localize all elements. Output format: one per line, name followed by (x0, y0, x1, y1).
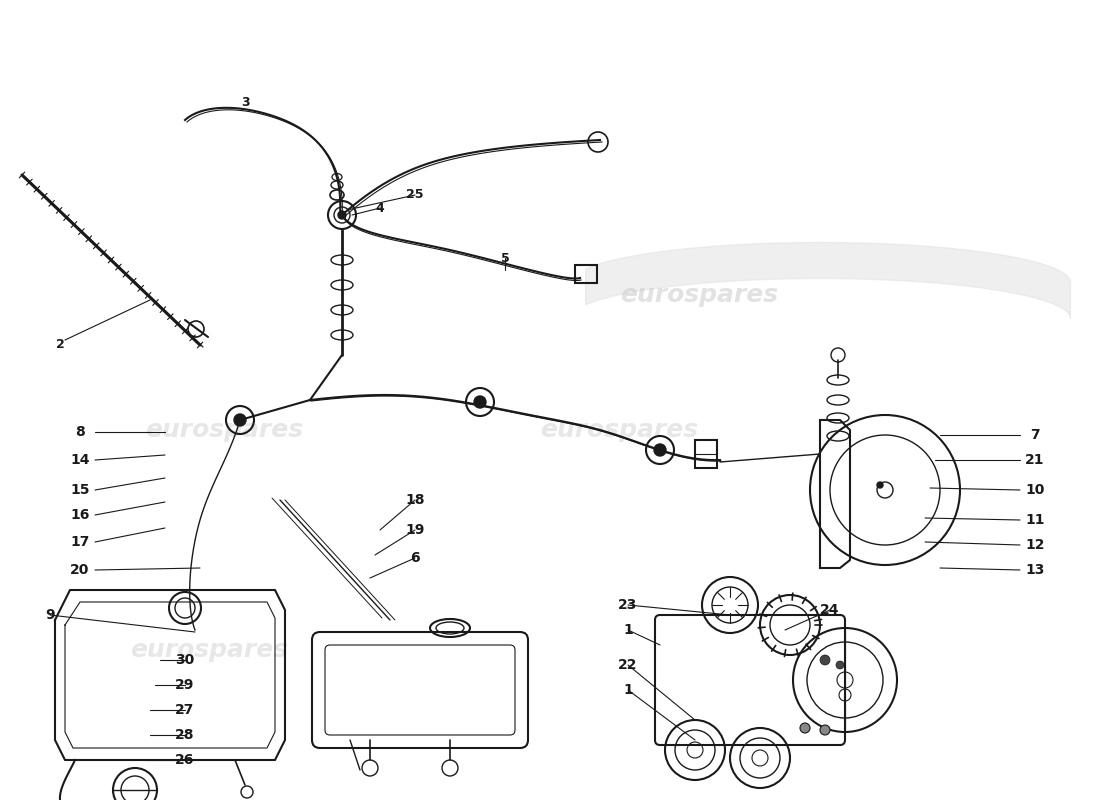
Text: 29: 29 (175, 678, 195, 692)
Text: 8: 8 (75, 425, 85, 439)
Circle shape (820, 725, 830, 735)
Text: 25: 25 (406, 189, 424, 202)
Circle shape (654, 444, 666, 456)
Text: 19: 19 (405, 523, 425, 537)
Text: 12: 12 (1025, 538, 1045, 552)
Text: eurospares: eurospares (130, 638, 288, 662)
Text: eurospares: eurospares (145, 418, 304, 442)
Circle shape (877, 482, 883, 488)
Text: 30: 30 (175, 653, 195, 667)
Text: 14: 14 (70, 453, 90, 467)
Text: 3: 3 (241, 97, 250, 110)
Text: 22: 22 (618, 658, 638, 672)
Text: 9: 9 (45, 608, 55, 622)
Text: 23: 23 (618, 598, 638, 612)
Text: 6: 6 (410, 551, 420, 565)
Text: 21: 21 (1025, 453, 1045, 467)
Circle shape (836, 661, 844, 669)
Circle shape (820, 655, 830, 665)
Text: 11: 11 (1025, 513, 1045, 527)
Text: eurospares: eurospares (540, 418, 698, 442)
Text: 26: 26 (175, 753, 195, 767)
Text: eurospares: eurospares (620, 283, 778, 307)
Text: 20: 20 (70, 563, 90, 577)
Circle shape (234, 414, 246, 426)
Bar (575, 265, 597, 283)
Text: 18: 18 (405, 493, 425, 507)
Text: 28: 28 (175, 728, 195, 742)
Circle shape (800, 723, 810, 733)
Circle shape (474, 396, 486, 408)
Bar (695, 440, 717, 468)
Text: 27: 27 (175, 703, 195, 717)
Text: 10: 10 (1025, 483, 1045, 497)
Text: 17: 17 (70, 535, 90, 549)
Text: 7: 7 (1031, 428, 1040, 442)
Text: 24: 24 (821, 603, 839, 617)
Text: 2: 2 (56, 338, 65, 351)
Text: 13: 13 (1025, 563, 1045, 577)
Text: 16: 16 (70, 508, 90, 522)
Circle shape (338, 211, 346, 219)
Text: 1: 1 (623, 683, 632, 697)
Text: 5: 5 (500, 251, 509, 265)
Text: 4: 4 (375, 202, 384, 214)
Text: 1: 1 (623, 623, 632, 637)
Text: 15: 15 (70, 483, 90, 497)
